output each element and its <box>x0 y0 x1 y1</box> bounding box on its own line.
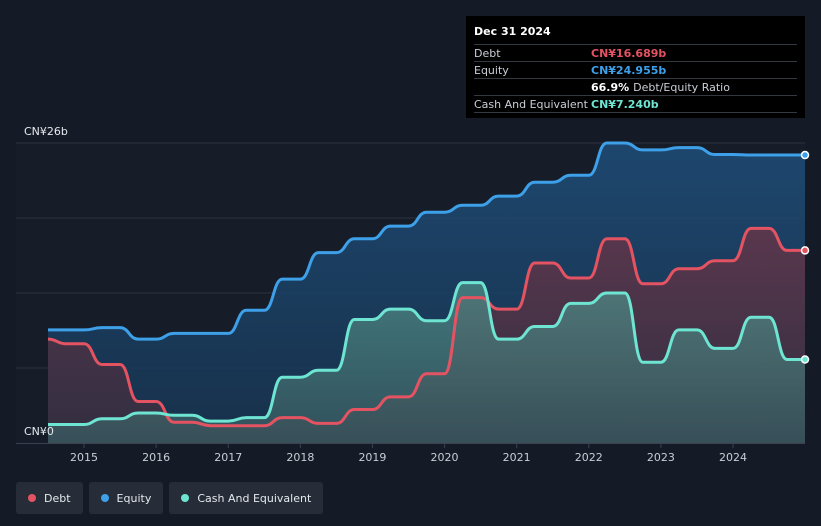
data-tooltip: Dec 31 2024 Debt CN¥16.689b Equity CN¥24… <box>466 16 805 118</box>
legend-item-debt[interactable]: Debt <box>16 482 83 514</box>
debt-line <box>47 226 805 428</box>
cash-and-equivalent-line <box>47 281 805 427</box>
x-axis-ticks: 2015 2016 2017 2018 2019 2020 2021 2022 2023 2024 <box>70 443 747 464</box>
tooltip-equity-label: Equity <box>474 63 509 77</box>
equity-line <box>47 141 805 341</box>
legend-label-cash: Cash And Equivalent <box>197 491 312 505</box>
x-tick-label: 2020 <box>431 451 459 464</box>
cash-and-equivalent-end-marker <box>800 355 810 364</box>
debt-end-marker <box>800 246 810 255</box>
tooltip-cash-label: Cash And Equivalent <box>474 97 588 111</box>
x-tick-label: 2019 <box>358 451 386 464</box>
x-tick-label: 2018 <box>286 451 314 464</box>
cash-and-equivalent-area <box>48 282 805 443</box>
tooltip-debt-value: CN¥16.689b <box>591 46 667 60</box>
y-axis-min-label: CN¥0 <box>24 425 54 438</box>
x-tick-label: 2023 <box>647 451 675 464</box>
legend-item-cash[interactable]: Cash And Equivalent <box>169 482 324 514</box>
tooltip-ratio-value: 66.9% <box>591 80 630 94</box>
series-end-markers <box>800 150 810 364</box>
y-axis-max-label: CN¥26b <box>24 125 68 138</box>
x-tick-label: 2024 <box>719 451 747 464</box>
series-lines <box>47 141 805 428</box>
x-tick-label: 2017 <box>214 451 242 464</box>
tooltip-row-cash: Cash And Equivalent CN¥7.240b <box>474 95 797 113</box>
tooltip-row-ratio: 66.9% Debt/Equity Ratio <box>474 78 797 95</box>
x-tick-label: 2015 <box>70 451 98 464</box>
equity-end-marker <box>800 150 810 160</box>
tooltip-date: Dec 31 2024 <box>474 25 551 38</box>
x-tick-label: 2016 <box>142 451 170 464</box>
tooltip-row-equity: Equity CN¥24.955b <box>474 61 797 78</box>
tooltip-row-debt: Debt CN¥16.689b <box>474 44 797 61</box>
tooltip-cash-value: CN¥7.240b <box>591 97 659 111</box>
tooltip-debt-label: Debt <box>474 46 501 60</box>
legend-dot-equity <box>100 494 109 502</box>
tooltip-ratio-label: Debt/Equity Ratio <box>633 80 730 94</box>
tooltip-equity-value: CN¥24.955b <box>591 63 667 77</box>
series-areas <box>48 143 805 443</box>
x-tick-label: 2022 <box>575 451 603 464</box>
chart-legend: Debt Equity Cash And Equivalent <box>16 482 324 514</box>
legend-dot-debt <box>28 494 36 502</box>
legend-item-equity[interactable]: Equity <box>88 482 164 514</box>
legend-label-debt: Debt <box>44 491 71 505</box>
legend-label-equity: Equity <box>116 491 152 505</box>
legend-dot-cash <box>181 494 190 502</box>
x-tick-label: 2021 <box>503 451 531 464</box>
